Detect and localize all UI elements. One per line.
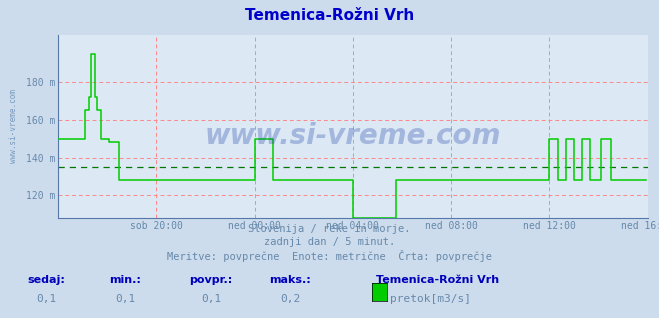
Text: maks.:: maks.: bbox=[269, 275, 311, 285]
Text: Temenica-Rožni Vrh: Temenica-Rožni Vrh bbox=[376, 275, 499, 285]
Text: Temenica-Rožni Vrh: Temenica-Rožni Vrh bbox=[245, 8, 414, 23]
Text: sedaj:: sedaj: bbox=[27, 275, 65, 285]
Text: www.si-vreme.com: www.si-vreme.com bbox=[9, 89, 18, 163]
Text: Slovenija / reke in morje.: Slovenija / reke in morje. bbox=[248, 224, 411, 234]
Text: 0,1: 0,1 bbox=[201, 294, 221, 304]
Text: povpr.:: povpr.: bbox=[189, 275, 233, 285]
Text: pretok[m3/s]: pretok[m3/s] bbox=[390, 294, 471, 304]
Text: 0,2: 0,2 bbox=[280, 294, 300, 304]
Text: www.si-vreme.com: www.si-vreme.com bbox=[205, 121, 501, 149]
Text: 0,1: 0,1 bbox=[115, 294, 135, 304]
Text: min.:: min.: bbox=[109, 275, 141, 285]
Text: Meritve: povprečne  Enote: metrične  Črta: povprečje: Meritve: povprečne Enote: metrične Črta:… bbox=[167, 250, 492, 262]
Text: 0,1: 0,1 bbox=[36, 294, 56, 304]
Text: zadnji dan / 5 minut.: zadnji dan / 5 minut. bbox=[264, 237, 395, 247]
